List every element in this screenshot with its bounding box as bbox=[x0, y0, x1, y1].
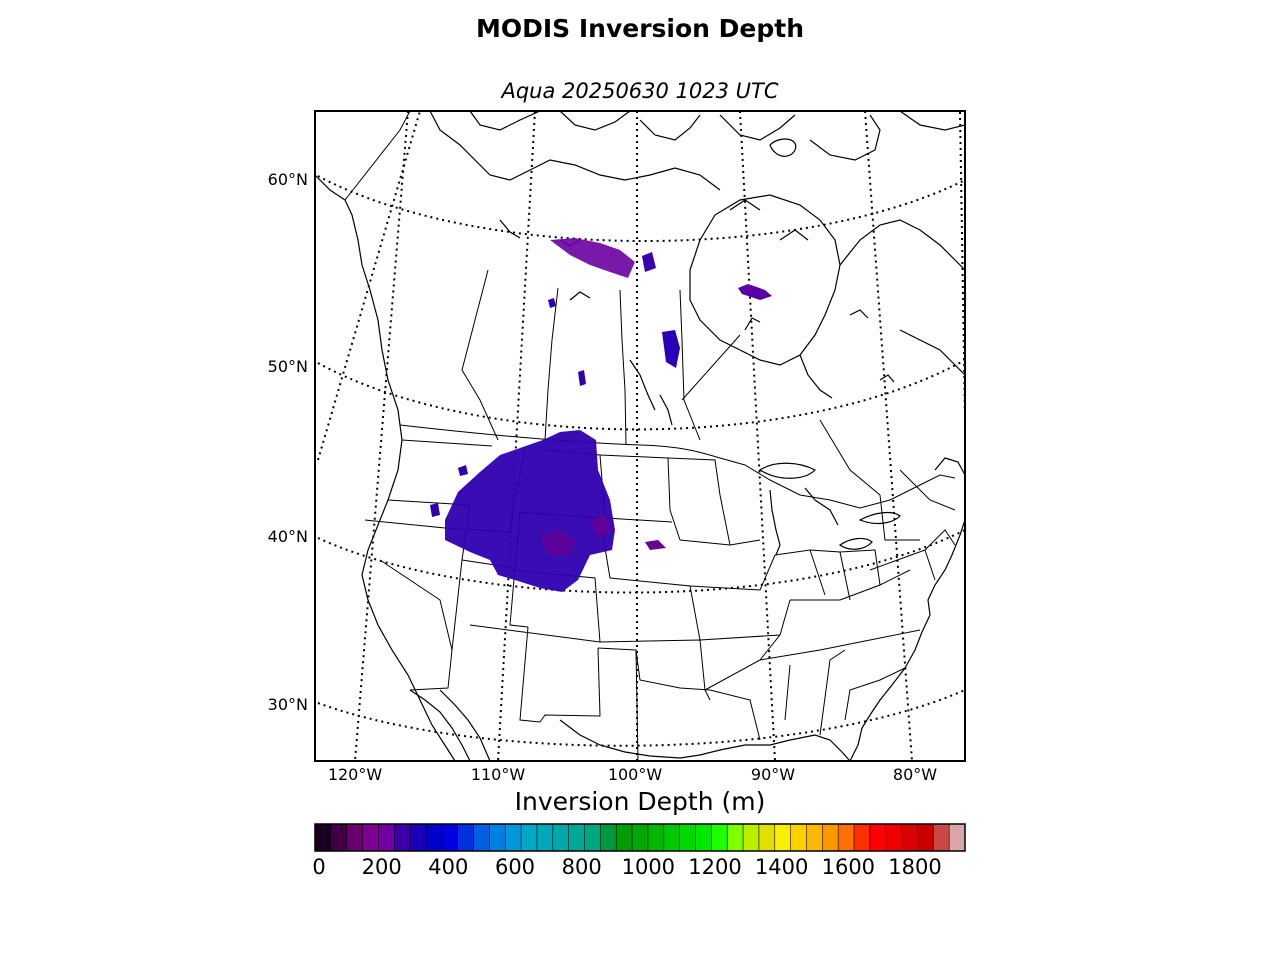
data-saskatchewan-speckle bbox=[578, 370, 586, 386]
colorbar-tick-label: 0 bbox=[312, 855, 326, 879]
colorbar-tick-label: 1800 bbox=[888, 855, 942, 879]
colorbar-segment bbox=[949, 824, 966, 851]
meridian-120w bbox=[354, 111, 409, 761]
colorbar-tick-label: 200 bbox=[361, 855, 402, 879]
colorbar bbox=[315, 824, 966, 851]
colorbar-segment bbox=[315, 824, 332, 851]
colorbar-segment bbox=[901, 824, 918, 851]
colorbar-segment bbox=[473, 824, 490, 851]
colorbar-frame bbox=[314, 823, 966, 852]
colorbar-segment bbox=[933, 824, 950, 851]
colorbar-segment bbox=[838, 824, 855, 851]
colorbar-segment bbox=[869, 824, 887, 851]
colorbar-segment bbox=[552, 824, 570, 851]
meridian-90w bbox=[739, 111, 776, 761]
lat-label-60n: 60°N bbox=[267, 170, 308, 189]
colorbar-segment bbox=[632, 824, 649, 851]
data-eastern-colorado-patch bbox=[540, 530, 575, 555]
colorbar-segment bbox=[378, 824, 395, 851]
data-nebraska-speckle bbox=[645, 540, 666, 550]
colorbar-segment bbox=[394, 824, 411, 851]
lon-label-80w: 80°W bbox=[892, 765, 938, 784]
graticule bbox=[317, 111, 965, 761]
map-subtitle: Aqua 20250630 1023 UTC bbox=[501, 79, 779, 103]
colorbar-segment bbox=[663, 824, 681, 851]
colorbar-segment bbox=[346, 824, 364, 851]
lon-label-100w: 100°W bbox=[607, 765, 663, 784]
colorbar-segment bbox=[521, 824, 538, 851]
colorbar-segment bbox=[616, 824, 633, 851]
data-northern-manitoba bbox=[642, 252, 656, 272]
colorbar-segment bbox=[425, 824, 443, 851]
data-northern-saskatchewan bbox=[550, 238, 635, 278]
colorbar-tick-label: 800 bbox=[561, 855, 602, 879]
colorbar-tick-label: 1400 bbox=[754, 855, 809, 879]
colorbar-segment bbox=[362, 824, 379, 851]
meridian-130w bbox=[317, 111, 421, 461]
colorbar-tick-label: 600 bbox=[494, 855, 536, 879]
lat-label-50n: 50°N bbox=[267, 357, 308, 376]
meridian-110w bbox=[497, 111, 536, 761]
colorbar-segment bbox=[505, 824, 522, 851]
parallel-40n bbox=[317, 529, 965, 594]
colorbar-segment bbox=[711, 824, 728, 851]
colorbar-segment bbox=[489, 824, 506, 851]
map-frame bbox=[314, 110, 966, 762]
coastlines bbox=[315, 111, 965, 761]
colorbar-tick-label: 1200 bbox=[688, 855, 742, 879]
political-boundaries bbox=[344, 111, 956, 761]
colorbar-segment bbox=[806, 824, 823, 851]
colorbar-tick-label: 1000 bbox=[621, 855, 676, 879]
colorbar-segment bbox=[330, 824, 348, 851]
colorbar-segment bbox=[441, 824, 459, 851]
colorbar-segment bbox=[727, 824, 744, 851]
lat-label-30n: 30°N bbox=[267, 695, 308, 714]
colorbar-segment bbox=[758, 824, 776, 851]
colorbar-segment bbox=[679, 824, 696, 851]
colorbar-segment bbox=[774, 824, 792, 851]
colorbar-segment bbox=[536, 824, 554, 851]
parallel-60n bbox=[317, 175, 965, 242]
map-canvas bbox=[315, 111, 965, 761]
colorbar-segment bbox=[600, 824, 617, 851]
colorbar-segment bbox=[917, 824, 934, 851]
map-title: MODIS Inversion Depth bbox=[475, 14, 805, 43]
colorbar-tick-label: 1600 bbox=[821, 855, 876, 879]
data-alberta-speckle bbox=[548, 298, 556, 308]
colorbar-title: Inversion Depth (m) bbox=[514, 787, 766, 816]
data-colorado-east-spur bbox=[590, 515, 612, 538]
colorbar-segment bbox=[584, 824, 601, 851]
colorbar-segment bbox=[854, 824, 871, 851]
colorbar-segment bbox=[568, 824, 586, 851]
colorbar-segment bbox=[647, 824, 665, 851]
colorbar-tick-label: 400 bbox=[428, 855, 469, 879]
colorbar-segment bbox=[410, 824, 427, 851]
lat-label-40n: 40°N bbox=[267, 527, 308, 546]
data-northern-quebec bbox=[738, 284, 772, 300]
lon-label-110w: 110°W bbox=[470, 765, 526, 784]
lon-label-90w: 90°W bbox=[750, 765, 796, 784]
colorbar-segment bbox=[822, 824, 839, 851]
data-idaho-speckle bbox=[458, 465, 468, 476]
data-oregon-speckle bbox=[430, 503, 440, 517]
lon-label-120w: 120°W bbox=[327, 765, 383, 784]
colorbar-segment bbox=[790, 824, 807, 851]
colorbar-segment bbox=[695, 824, 712, 851]
parallel-50n bbox=[317, 359, 965, 431]
colorbar-segment bbox=[457, 824, 475, 851]
colorbar-segment bbox=[885, 824, 903, 851]
colorbar-segment bbox=[743, 824, 760, 851]
data-central-rockies-plains bbox=[445, 430, 615, 592]
meridian-80w bbox=[864, 111, 913, 761]
inversion-data bbox=[430, 238, 772, 592]
data-central-manitoba bbox=[662, 330, 680, 368]
